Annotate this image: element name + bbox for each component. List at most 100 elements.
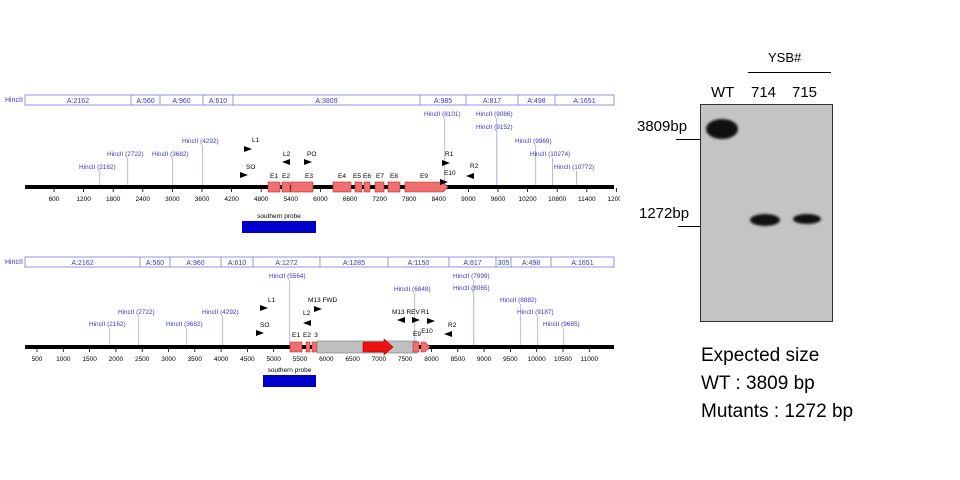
- hincii-site-label: HincII (9187): [517, 309, 554, 316]
- exon-arrow-block: [420, 341, 431, 353]
- axis-tick-label: 7200: [372, 196, 387, 203]
- primer-arrow: [314, 306, 322, 312]
- axis-tick-label: 3000: [165, 196, 180, 203]
- exon-block: [354, 181, 363, 193]
- exon-block: [387, 181, 401, 193]
- axis-tick-label: 6600: [343, 196, 358, 203]
- fragment-label: A:817: [483, 98, 501, 105]
- hincii-site-label: HincII (3682): [166, 321, 203, 328]
- axis-tick-label: 7800: [402, 196, 417, 203]
- primer-arrow: [444, 331, 452, 337]
- axis-tick-label: 4000: [214, 356, 229, 363]
- southern-probe-bar: [263, 375, 316, 387]
- fragment-label: A:1150: [408, 260, 430, 267]
- axis-tick-label: 10500: [554, 356, 572, 363]
- axis-tick-label: 2400: [136, 196, 151, 203]
- exon-label: 3: [314, 332, 318, 339]
- exon-label: E5: [353, 173, 361, 180]
- primer-label: M13 FWD: [308, 297, 338, 304]
- fragment-label: A:960: [186, 260, 204, 267]
- axis-tick-label: 5000: [266, 356, 281, 363]
- hincii-site-label: HincII (2162): [89, 321, 126, 328]
- primer-arrow: [440, 179, 448, 185]
- fragment-label: 305: [498, 260, 510, 267]
- enzyme-label: HincII: [5, 97, 23, 104]
- fragment-label: A:2162: [71, 260, 93, 267]
- expected-mutant: Mutants : 1272 bp: [701, 401, 854, 422]
- axis-tick-label: 11000: [581, 356, 599, 363]
- exon-block: [311, 341, 318, 353]
- hincii-site-label: HincII (7999): [453, 273, 490, 280]
- fragment-label: A:1651: [573, 98, 595, 105]
- exon-label: E6: [363, 173, 371, 180]
- fragment-label: A:985: [434, 98, 452, 105]
- primer-arrow: [303, 320, 311, 326]
- primer-label: E10: [444, 170, 456, 177]
- primer-arrow: [442, 160, 450, 166]
- southern-probe-label: southern probe: [257, 213, 301, 220]
- exon-label: E4: [338, 173, 346, 180]
- exon-block: [289, 341, 303, 353]
- primer-arrow: [282, 159, 290, 165]
- axis-tick-label: 5500: [293, 356, 308, 363]
- axis-tick-label: 10000: [528, 356, 546, 363]
- axis-tick-label: 10800: [548, 196, 566, 203]
- enzyme-label: HincII: [5, 259, 23, 266]
- band-715-1272: [793, 214, 821, 224]
- fragment-label: A:610: [228, 260, 246, 267]
- axis-tick-label: 4800: [254, 196, 269, 203]
- primer-arrow: [397, 317, 405, 323]
- primer-label: L1: [268, 297, 276, 304]
- axis-tick-label: 6000: [319, 356, 334, 363]
- axis-tick-label: 6000: [313, 196, 328, 203]
- primer-arrow: [244, 146, 252, 152]
- axis-tick-label: 4500: [240, 356, 255, 363]
- hincii-site-label: HincII (10274): [530, 151, 570, 158]
- primer-label: R1: [445, 151, 454, 158]
- exon-block: [412, 341, 420, 353]
- lane-label-wt: WT: [711, 84, 735, 101]
- size-marker-3809-tick: [676, 139, 700, 140]
- primer-label: M13 REV: [392, 309, 420, 316]
- fragment-label: A:498: [527, 98, 545, 105]
- fragment-label: A:3809: [315, 98, 337, 105]
- exon-block: [281, 181, 291, 193]
- axis-tick-label: 3500: [188, 356, 203, 363]
- fragment-label: A:560: [146, 260, 164, 267]
- lane-label-714: 714: [751, 84, 777, 101]
- axis-tick-label: 9500: [503, 356, 518, 363]
- exon-label: E2: [303, 332, 311, 339]
- exon-label: E8: [390, 173, 398, 180]
- exon-label: E7: [376, 173, 384, 180]
- axis-tick-label: 5400: [284, 196, 299, 203]
- hincii-site-label: HincII (5564): [269, 273, 306, 280]
- axis-tick-label: 9000: [477, 356, 492, 363]
- fragment-bar: [24, 256, 615, 268]
- axis-tick-label: 7500: [398, 356, 413, 363]
- primer-arrow: [240, 172, 248, 178]
- axis-tick-label: 12000: [607, 196, 620, 203]
- primer-label: SO: [246, 164, 255, 171]
- axis-tick-label: 8500: [451, 356, 466, 363]
- lane-label-715: 715: [792, 84, 818, 101]
- fragment-label: A:1285: [343, 260, 365, 267]
- axis-tick-label: 6500: [345, 356, 360, 363]
- fragment-label: A:560: [136, 98, 154, 105]
- primer-label: R2: [470, 163, 479, 170]
- hincii-site-label: HincII (10772): [554, 164, 594, 171]
- fragment-bar: [24, 94, 615, 106]
- ysb-bracket-line: [748, 72, 831, 73]
- hincii-site-label: HincII (2722): [118, 309, 155, 316]
- axis-tick-label: 3600: [195, 196, 210, 203]
- primer-arrow: [260, 305, 268, 311]
- selection-marker-arrow: [362, 338, 394, 356]
- exon-label: E3: [305, 173, 313, 180]
- fragment-label: A:498: [522, 260, 540, 267]
- axis-tick-label: 1000: [56, 356, 71, 363]
- primer-arrow: [256, 330, 264, 336]
- hincii-site-label: HincII (9086): [476, 111, 513, 118]
- axis-tick-label: 7000: [372, 356, 387, 363]
- fragment-label: A:1651: [571, 260, 593, 267]
- axis-tick-label: 2500: [135, 356, 150, 363]
- exon-label: E1: [270, 173, 278, 180]
